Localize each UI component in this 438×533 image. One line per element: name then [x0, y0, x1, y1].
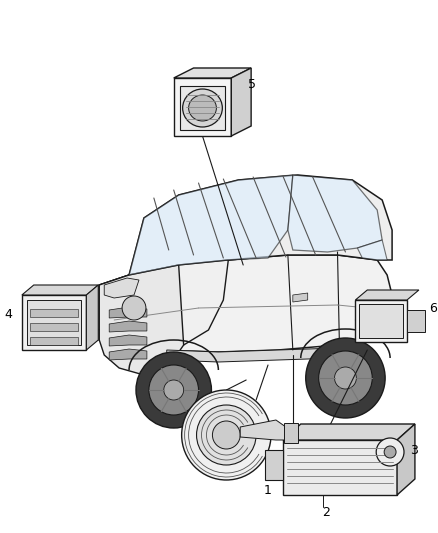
Polygon shape — [284, 423, 298, 443]
Circle shape — [182, 390, 271, 480]
Polygon shape — [27, 300, 81, 345]
Polygon shape — [283, 424, 415, 440]
Circle shape — [318, 351, 372, 405]
Polygon shape — [265, 450, 283, 480]
Polygon shape — [174, 78, 231, 136]
Polygon shape — [407, 310, 425, 332]
Polygon shape — [174, 68, 251, 78]
Polygon shape — [355, 300, 407, 342]
Text: 4: 4 — [4, 309, 12, 321]
Polygon shape — [129, 175, 293, 275]
Circle shape — [306, 338, 385, 418]
Circle shape — [197, 405, 256, 465]
Polygon shape — [180, 86, 225, 130]
Polygon shape — [22, 295, 86, 350]
Circle shape — [122, 296, 146, 320]
Polygon shape — [99, 255, 392, 352]
Polygon shape — [231, 68, 251, 136]
Polygon shape — [288, 175, 382, 252]
Ellipse shape — [189, 95, 216, 121]
Polygon shape — [104, 278, 139, 298]
Polygon shape — [30, 337, 78, 345]
Circle shape — [335, 367, 357, 389]
Polygon shape — [359, 304, 403, 338]
Polygon shape — [167, 348, 338, 362]
Polygon shape — [355, 290, 419, 300]
Polygon shape — [397, 424, 415, 495]
Polygon shape — [99, 265, 184, 375]
Text: 1: 1 — [264, 483, 272, 497]
Ellipse shape — [183, 89, 223, 127]
Circle shape — [384, 446, 396, 458]
Polygon shape — [283, 440, 397, 495]
Polygon shape — [86, 285, 98, 350]
Text: 6: 6 — [429, 302, 437, 314]
Text: 3: 3 — [410, 443, 418, 456]
Polygon shape — [240, 420, 286, 440]
Text: 2: 2 — [323, 506, 331, 520]
Polygon shape — [99, 260, 228, 348]
Circle shape — [164, 380, 184, 400]
Polygon shape — [293, 293, 308, 302]
Polygon shape — [30, 323, 78, 331]
Polygon shape — [357, 240, 387, 260]
Polygon shape — [109, 307, 147, 318]
Polygon shape — [30, 309, 78, 317]
Circle shape — [136, 352, 212, 428]
Polygon shape — [109, 335, 147, 346]
Polygon shape — [129, 175, 392, 275]
Circle shape — [212, 421, 240, 449]
Polygon shape — [22, 285, 98, 295]
Polygon shape — [109, 349, 147, 360]
Polygon shape — [109, 321, 147, 332]
Text: 5: 5 — [248, 78, 256, 92]
Circle shape — [376, 438, 404, 466]
Circle shape — [149, 365, 198, 415]
